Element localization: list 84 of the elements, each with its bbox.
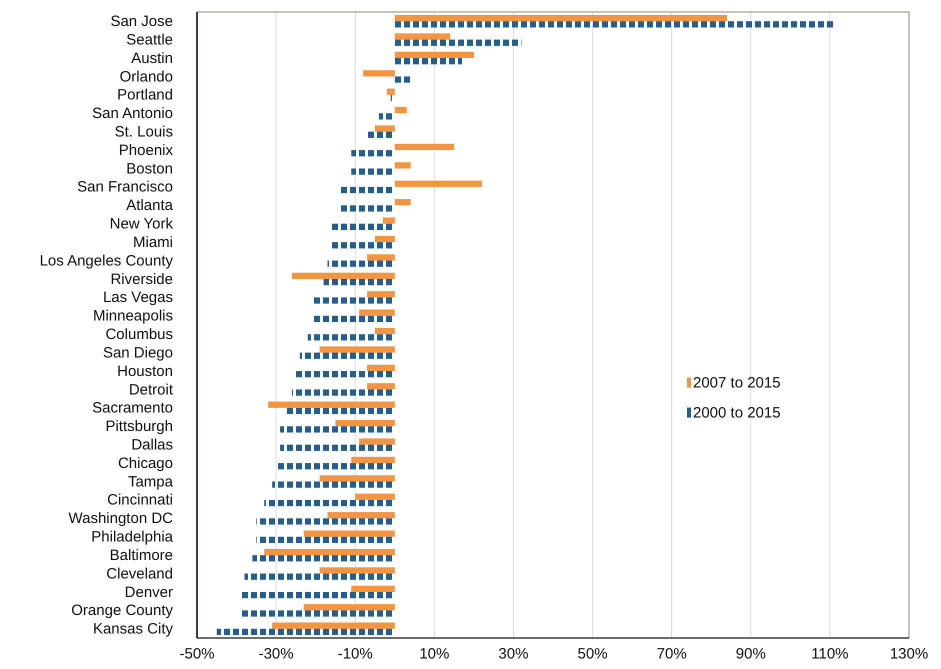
- text: 2000 to 2015: [693, 404, 781, 422]
- bar: [394, 52, 474, 58]
- bar: [375, 236, 395, 242]
- bar: [320, 475, 395, 482]
- bar: [335, 420, 395, 426]
- x-tick-label: 30%: [498, 646, 528, 663]
- y-tick-label: Washington DC: [68, 510, 174, 528]
- y-tick-label: Cincinnati: [107, 492, 173, 509]
- bar: [320, 567, 395, 574]
- y-tick-label: Baltimore: [110, 546, 173, 564]
- bar: [394, 14, 728, 22]
- y-tick-label: Phoenix: [118, 142, 174, 159]
- x-tick-label: 110%: [811, 646, 849, 663]
- bar: [367, 383, 395, 390]
- y-tick-label: Houston: [117, 362, 173, 380]
- bar: [351, 586, 395, 592]
- y-tick-label: Columbus: [105, 326, 173, 344]
- y-tick-label: Boston: [126, 160, 173, 178]
- bar: [320, 346, 395, 353]
- bar: [304, 604, 395, 610]
- bar: [268, 402, 395, 408]
- bar: [264, 548, 395, 556]
- x-tick-label: 90%: [736, 646, 766, 663]
- x-tick-label: -50%: [179, 646, 215, 663]
- y-tick-label: Tampa: [128, 473, 174, 490]
- x-tick-label: 10%: [419, 646, 450, 663]
- bar: [359, 310, 395, 316]
- y-tick-label: Los Angeles County: [40, 252, 174, 270]
- bar: [272, 622, 395, 629]
- bar: [394, 76, 411, 83]
- y-tick-label: Minneapolis: [92, 308, 173, 325]
- bar: [394, 40, 522, 46]
- bar: [394, 33, 450, 40]
- bar: [394, 144, 454, 150]
- y-tick-label: Portland: [117, 86, 173, 104]
- bar: [394, 162, 411, 168]
- bar: [367, 254, 395, 261]
- y-tick-label: Kansas City: [92, 620, 174, 638]
- y-tick-label: Seattle: [126, 31, 173, 48]
- y-tick-label: Orange County: [71, 602, 174, 620]
- bar: [292, 272, 395, 279]
- y-tick-label: Philadelphia: [91, 528, 174, 546]
- y-tick-label: Atlanta: [126, 197, 174, 214]
- bar: [375, 328, 395, 334]
- x-tick-label: 50%: [578, 646, 608, 663]
- bar: [355, 494, 395, 500]
- y-tick-label: Cleveland: [106, 565, 173, 582]
- y-tick-label: San Antonio: [92, 105, 173, 122]
- y-tick-label: Riverside: [110, 270, 173, 288]
- bar: [367, 364, 395, 372]
- y-tick-label: Detroit: [128, 381, 174, 398]
- y-tick-label: Las Vegas: [102, 289, 173, 306]
- bar: [351, 456, 395, 464]
- legend-label: 2007 to 2015: [693, 374, 781, 392]
- bar: [359, 438, 395, 445]
- y-tick-label: Dallas: [131, 436, 173, 454]
- y-tick-label: Chicago: [118, 454, 173, 472]
- y-tick-label: St. Louis: [114, 123, 173, 140]
- y-tick-label: San Jose: [110, 13, 173, 30]
- x-tick-label: 70%: [656, 646, 687, 663]
- bar: [386, 88, 395, 95]
- bar: [394, 199, 411, 206]
- bar: [328, 512, 395, 518]
- bar: [375, 125, 395, 132]
- bar: [394, 58, 462, 64]
- y-tick-label: New York: [110, 216, 174, 233]
- bar: [382, 217, 395, 224]
- bar: [394, 107, 407, 114]
- y-tick-label: Miami: [133, 234, 173, 251]
- bar: [394, 180, 482, 187]
- bar: [363, 70, 395, 76]
- x-tick-label: 130%: [890, 646, 928, 663]
- y-tick-label: Sacramento: [92, 400, 173, 417]
- y-tick-label: Denver: [124, 584, 173, 601]
- x-tick-label: -10%: [338, 646, 373, 663]
- y-tick-label: Austin: [131, 50, 173, 67]
- x-tick-label: -30%: [258, 646, 294, 663]
- bar: [367, 291, 395, 298]
- bar: [394, 21, 834, 28]
- y-tick-label: Orlando: [120, 68, 173, 86]
- bar: [304, 530, 395, 537]
- y-tick-label: San Francisco: [77, 178, 173, 196]
- y-tick-label: Pittsburgh: [105, 418, 173, 436]
- y-tick-label: San Diego: [102, 344, 173, 362]
